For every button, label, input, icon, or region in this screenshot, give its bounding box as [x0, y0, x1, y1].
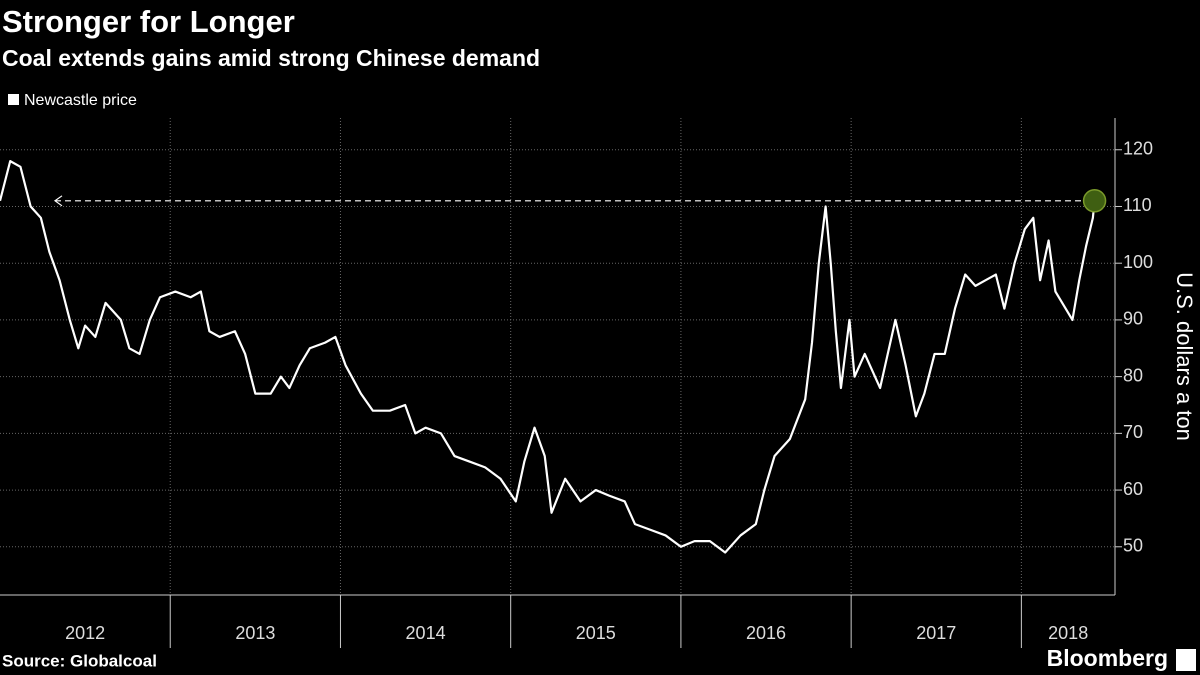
- reference-arrow: [53, 195, 63, 207]
- y-tick-label: 50: [1123, 536, 1143, 556]
- brand-icon: [1176, 649, 1196, 671]
- x-tick-label: 2018: [1048, 623, 1088, 643]
- x-tick-label: 2016: [746, 623, 786, 643]
- x-tick-label: 2017: [916, 623, 956, 643]
- y-tick-label: 110: [1123, 195, 1152, 215]
- legend-label: Newcastle price: [24, 92, 137, 109]
- y-axis-label: U.S. dollars a ton: [1172, 272, 1197, 441]
- x-tick-label: 2015: [576, 623, 616, 643]
- source: Source: Globalcoal: [2, 651, 157, 670]
- x-tick-label: 2012: [65, 623, 105, 643]
- highlight-point: [1082, 189, 1107, 213]
- y-tick-label: 90: [1123, 309, 1143, 329]
- y-tick-label: 120: [1123, 139, 1153, 159]
- chart-title: Stronger for Longer: [2, 4, 295, 39]
- y-tick-label: 80: [1123, 365, 1143, 385]
- brand: Bloomberg: [1047, 645, 1168, 671]
- legend-swatch: [8, 94, 19, 105]
- y-tick-label: 70: [1123, 422, 1143, 442]
- y-tick-label: 60: [1123, 479, 1143, 499]
- line: [0, 160, 1096, 554]
- x-tick-label: 2013: [235, 623, 275, 643]
- y-tick-label: 100: [1123, 252, 1153, 272]
- chart-subtitle: Coal extends gains amid strong Chinese d…: [2, 45, 540, 71]
- x-tick-label: 2014: [406, 623, 446, 643]
